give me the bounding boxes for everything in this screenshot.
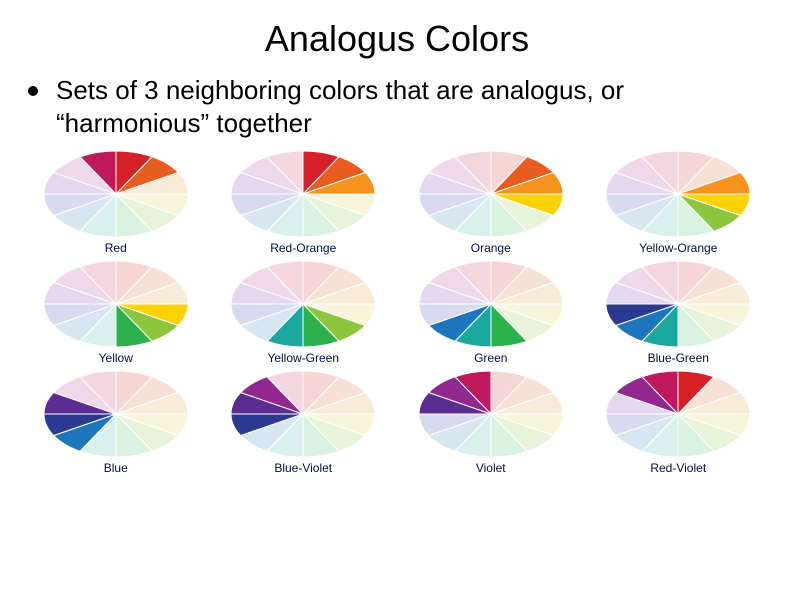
color-wheel — [603, 369, 753, 459]
wheel-cell: Yellow — [22, 255, 210, 365]
color-wheel — [603, 259, 753, 349]
wheel-label: Yellow — [99, 351, 133, 365]
wheel-cell: Blue-Green — [585, 255, 773, 365]
wheel-label: Violet — [476, 461, 506, 475]
color-wheel — [41, 369, 191, 459]
wheel-cell: Blue-Violet — [210, 365, 398, 475]
wheel-label: Red-Violet — [650, 461, 706, 475]
page-title: Analogus Colors — [0, 0, 794, 74]
wheel-grid: Red Red-Orange Orange Yellow-Orange Yellow Ye… — [0, 145, 794, 475]
wheel-cell: Red-Violet — [585, 365, 773, 475]
wheel-label: Orange — [471, 241, 511, 255]
bullet-item: Sets of 3 neighboring colors that are an… — [0, 74, 794, 139]
bullet-dot-icon — [28, 86, 38, 96]
wheel-cell: Green — [397, 255, 585, 365]
color-wheel — [416, 149, 566, 239]
wheel-label: Yellow-Green — [267, 351, 339, 365]
wheel-label: Blue-Green — [648, 351, 709, 365]
wheel-cell: Red-Orange — [210, 145, 398, 255]
color-wheel — [41, 259, 191, 349]
wheel-label: Red — [105, 241, 127, 255]
wheel-label: Blue-Violet — [274, 461, 332, 475]
wheel-label: Green — [474, 351, 507, 365]
wheel-label: Red-Orange — [270, 241, 336, 255]
wheel-label: Yellow-Orange — [639, 241, 717, 255]
wheel-cell: Orange — [397, 145, 585, 255]
wheel-cell: Violet — [397, 365, 585, 475]
color-wheel — [416, 369, 566, 459]
color-wheel — [603, 149, 753, 239]
color-wheel — [228, 369, 378, 459]
wheel-cell: Blue — [22, 365, 210, 475]
bullet-text: Sets of 3 neighboring colors that are an… — [56, 74, 764, 139]
wheel-cell: Yellow-Orange — [585, 145, 773, 255]
wheel-cell: Red — [22, 145, 210, 255]
color-wheel — [41, 149, 191, 239]
color-wheel — [416, 259, 566, 349]
color-wheel — [228, 149, 378, 239]
wheel-label: Blue — [104, 461, 128, 475]
wheel-cell: Yellow-Green — [210, 255, 398, 365]
color-wheel — [228, 259, 378, 349]
